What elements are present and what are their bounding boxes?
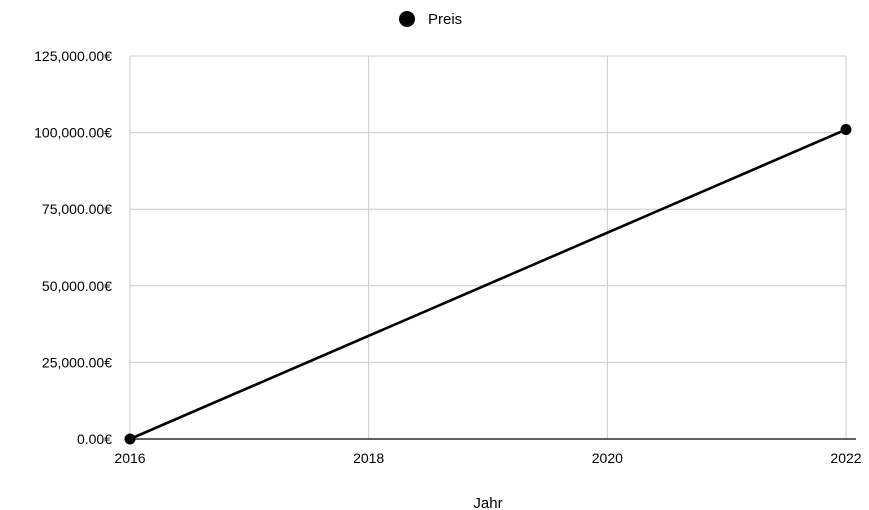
y-tick-label: 125,000.00€ xyxy=(34,48,112,64)
y-tick-label: 75,000.00€ xyxy=(42,201,112,217)
legend-label: Preis xyxy=(428,11,462,28)
tick-labels: 0.00€ 25,000.00€ 50,000.00€ 75,000.00€ 100,0… xyxy=(34,48,862,466)
x-tick-label: 2016 xyxy=(114,450,145,466)
x-tick-label: 2018 xyxy=(353,450,384,466)
data-point xyxy=(840,124,852,136)
y-tick-label: 100,000.00€ xyxy=(34,125,112,141)
data-point xyxy=(124,433,136,445)
x-tick-label: 2022 xyxy=(830,450,861,466)
x-tick-label: 2020 xyxy=(592,450,623,466)
y-tick-label: 0.00€ xyxy=(77,431,112,447)
legend: Preis xyxy=(399,11,462,28)
y-tick-label: 25,000.00€ xyxy=(42,354,112,370)
legend-marker xyxy=(399,11,415,27)
y-tick-label: 50,000.00€ xyxy=(42,278,112,294)
series-line xyxy=(129,128,847,441)
grid xyxy=(129,55,847,439)
series-layer xyxy=(124,124,852,445)
x-axis-title: Jahr xyxy=(473,495,502,510)
